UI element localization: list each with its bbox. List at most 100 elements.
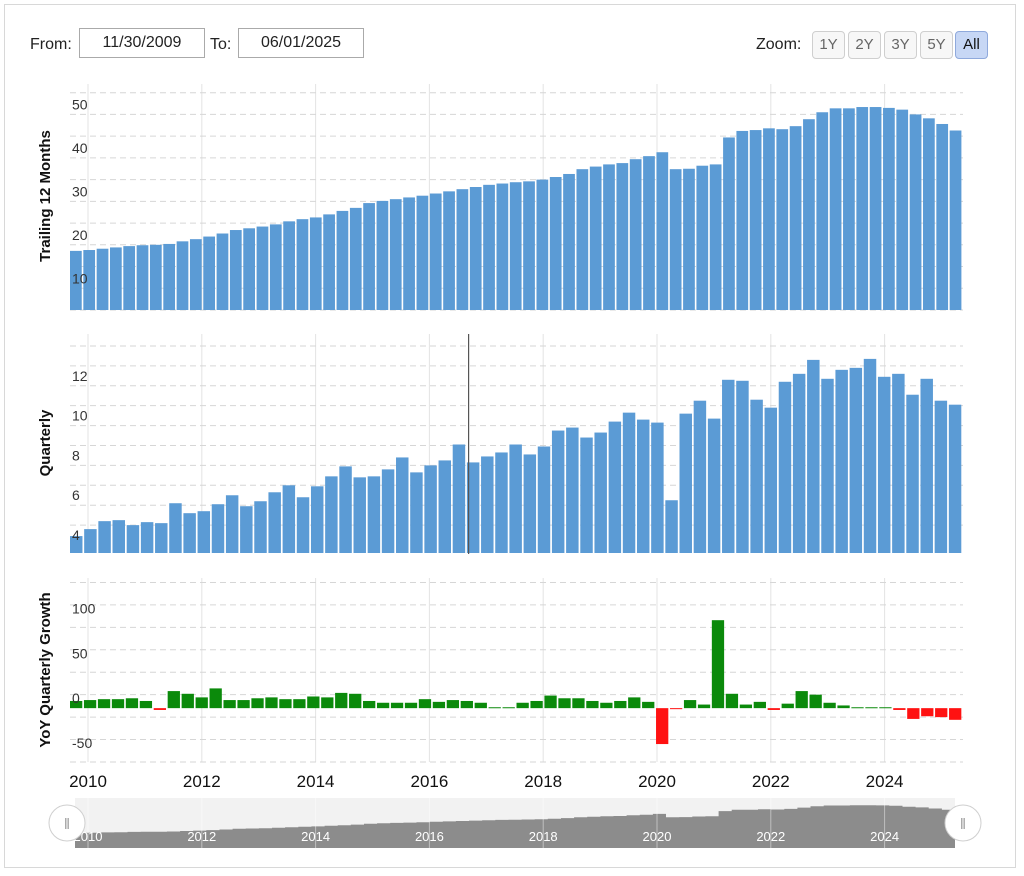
ttm-bar[interactable] [563, 173, 575, 310]
ttm-bar[interactable] [789, 126, 802, 310]
quarterly-bar[interactable] [551, 430, 565, 553]
zoom-1y-button[interactable]: 1Y [812, 31, 845, 59]
zoom-3y-button[interactable]: 3Y [884, 31, 917, 59]
growth-bar[interactable] [586, 700, 599, 709]
ttm-bar[interactable] [336, 210, 349, 310]
growth-bar[interactable] [600, 702, 613, 709]
quarterly-bar[interactable] [566, 427, 579, 553]
ttm-bar[interactable] [616, 163, 629, 310]
ttm-bar[interactable] [349, 207, 362, 310]
growth-bar[interactable] [279, 699, 292, 709]
quarterly-bar[interactable] [169, 503, 182, 553]
quarterly-bar[interactable] [367, 476, 381, 553]
ttm-bar[interactable] [896, 109, 909, 310]
growth-bar[interactable] [795, 691, 808, 709]
growth-bar[interactable] [125, 698, 139, 709]
ttm-bar[interactable] [363, 203, 375, 310]
ttm-bar[interactable] [296, 219, 309, 310]
quarterly-bar[interactable] [282, 485, 296, 553]
growth-bar[interactable] [711, 620, 725, 709]
ttm-bar[interactable] [429, 193, 442, 310]
ttm-bar[interactable] [256, 226, 269, 310]
ttm-bar[interactable] [243, 228, 255, 310]
growth-bar[interactable] [656, 708, 669, 745]
growth-bar[interactable] [321, 697, 334, 709]
ttm-bar[interactable] [83, 250, 96, 310]
quarterly-bar[interactable] [849, 367, 863, 553]
growth-bar[interactable] [907, 708, 920, 719]
ttm-bar[interactable] [776, 129, 789, 310]
ttm-bar[interactable] [189, 239, 202, 310]
from-date-input[interactable]: 11/30/2009 [79, 28, 205, 58]
growth-bar[interactable] [893, 708, 906, 710]
quarterly-bar[interactable] [665, 500, 678, 553]
quarterly-bar[interactable] [693, 400, 707, 553]
growth-bar[interactable] [809, 694, 822, 709]
quarterly-bar[interactable] [84, 529, 97, 553]
quarterly-bar[interactable] [452, 444, 466, 554]
growth-bar[interactable] [753, 701, 766, 709]
ttm-bar[interactable] [803, 119, 815, 310]
growth-bar[interactable] [376, 702, 390, 709]
ttm-bar[interactable] [923, 118, 935, 310]
growth-bar[interactable] [683, 700, 697, 709]
quarterly-bar[interactable] [764, 407, 778, 553]
quarterly-bar[interactable] [339, 466, 352, 553]
growth-bar[interactable] [935, 708, 948, 718]
quarterly-bar[interactable] [948, 404, 962, 553]
growth-bar[interactable] [460, 700, 473, 709]
ttm-bar[interactable] [469, 187, 482, 310]
growth-bar[interactable] [739, 704, 753, 709]
ttm-bar[interactable] [203, 236, 216, 310]
ttm-bar[interactable] [949, 130, 962, 311]
growth-bar[interactable] [474, 702, 487, 709]
ttm-bar[interactable] [869, 107, 882, 310]
quarterly-bar[interactable] [934, 400, 948, 553]
growth-bar[interactable] [781, 703, 794, 709]
quarterly-bar[interactable] [877, 376, 891, 553]
quarterly-bar[interactable] [509, 444, 522, 554]
growth-bar[interactable] [725, 693, 739, 709]
quarterly-bar[interactable] [268, 492, 281, 553]
zoom-all-button[interactable]: All [955, 31, 988, 59]
ttm-bar[interactable] [149, 244, 162, 310]
quarterly-bar[interactable] [778, 381, 792, 553]
growth-bar[interactable] [446, 700, 460, 709]
growth-bar[interactable] [642, 701, 655, 709]
navigator-right-handle[interactable] [944, 804, 982, 842]
quarterly-bar[interactable] [523, 454, 537, 553]
ttm-bar[interactable] [936, 123, 949, 310]
quarterly-bar[interactable] [424, 465, 437, 553]
ttm-bar[interactable] [443, 191, 455, 310]
ttm-bar[interactable] [163, 243, 176, 310]
quarterly-bar[interactable] [594, 432, 607, 553]
quarterly-bar[interactable] [211, 504, 225, 553]
growth-bar[interactable] [265, 697, 278, 709]
growth-bar[interactable] [432, 701, 446, 709]
quarterly-bar[interactable] [254, 501, 267, 553]
growth-bar[interactable] [921, 708, 934, 717]
ttm-bar[interactable] [96, 248, 109, 310]
growth-bar[interactable] [349, 693, 362, 709]
ttm-bar[interactable] [496, 183, 509, 310]
ttm-bar[interactable] [603, 164, 615, 310]
growth-bar[interactable] [502, 707, 515, 709]
quarterly-bar[interactable] [835, 369, 848, 553]
ttm-bar[interactable] [123, 246, 136, 310]
quarterly-bar[interactable] [651, 422, 664, 553]
ttm-bar[interactable] [709, 164, 722, 310]
growth-bar[interactable] [404, 702, 418, 709]
ttm-bar[interactable] [456, 189, 469, 310]
growth-bar[interactable] [558, 698, 571, 709]
quarterly-bar[interactable] [438, 460, 452, 553]
ttm-bar[interactable] [403, 197, 415, 310]
quarterly-bar[interactable] [580, 437, 593, 553]
ttm-bar[interactable] [763, 128, 775, 310]
ttm-bar[interactable] [109, 247, 122, 310]
growth-bar[interactable] [335, 692, 348, 709]
quarterly-bar[interactable] [240, 506, 253, 553]
quarterly-bar[interactable] [736, 380, 749, 553]
growth-bar[interactable] [167, 691, 180, 709]
growth-bar[interactable] [628, 697, 641, 709]
ttm-bar[interactable] [416, 195, 429, 310]
